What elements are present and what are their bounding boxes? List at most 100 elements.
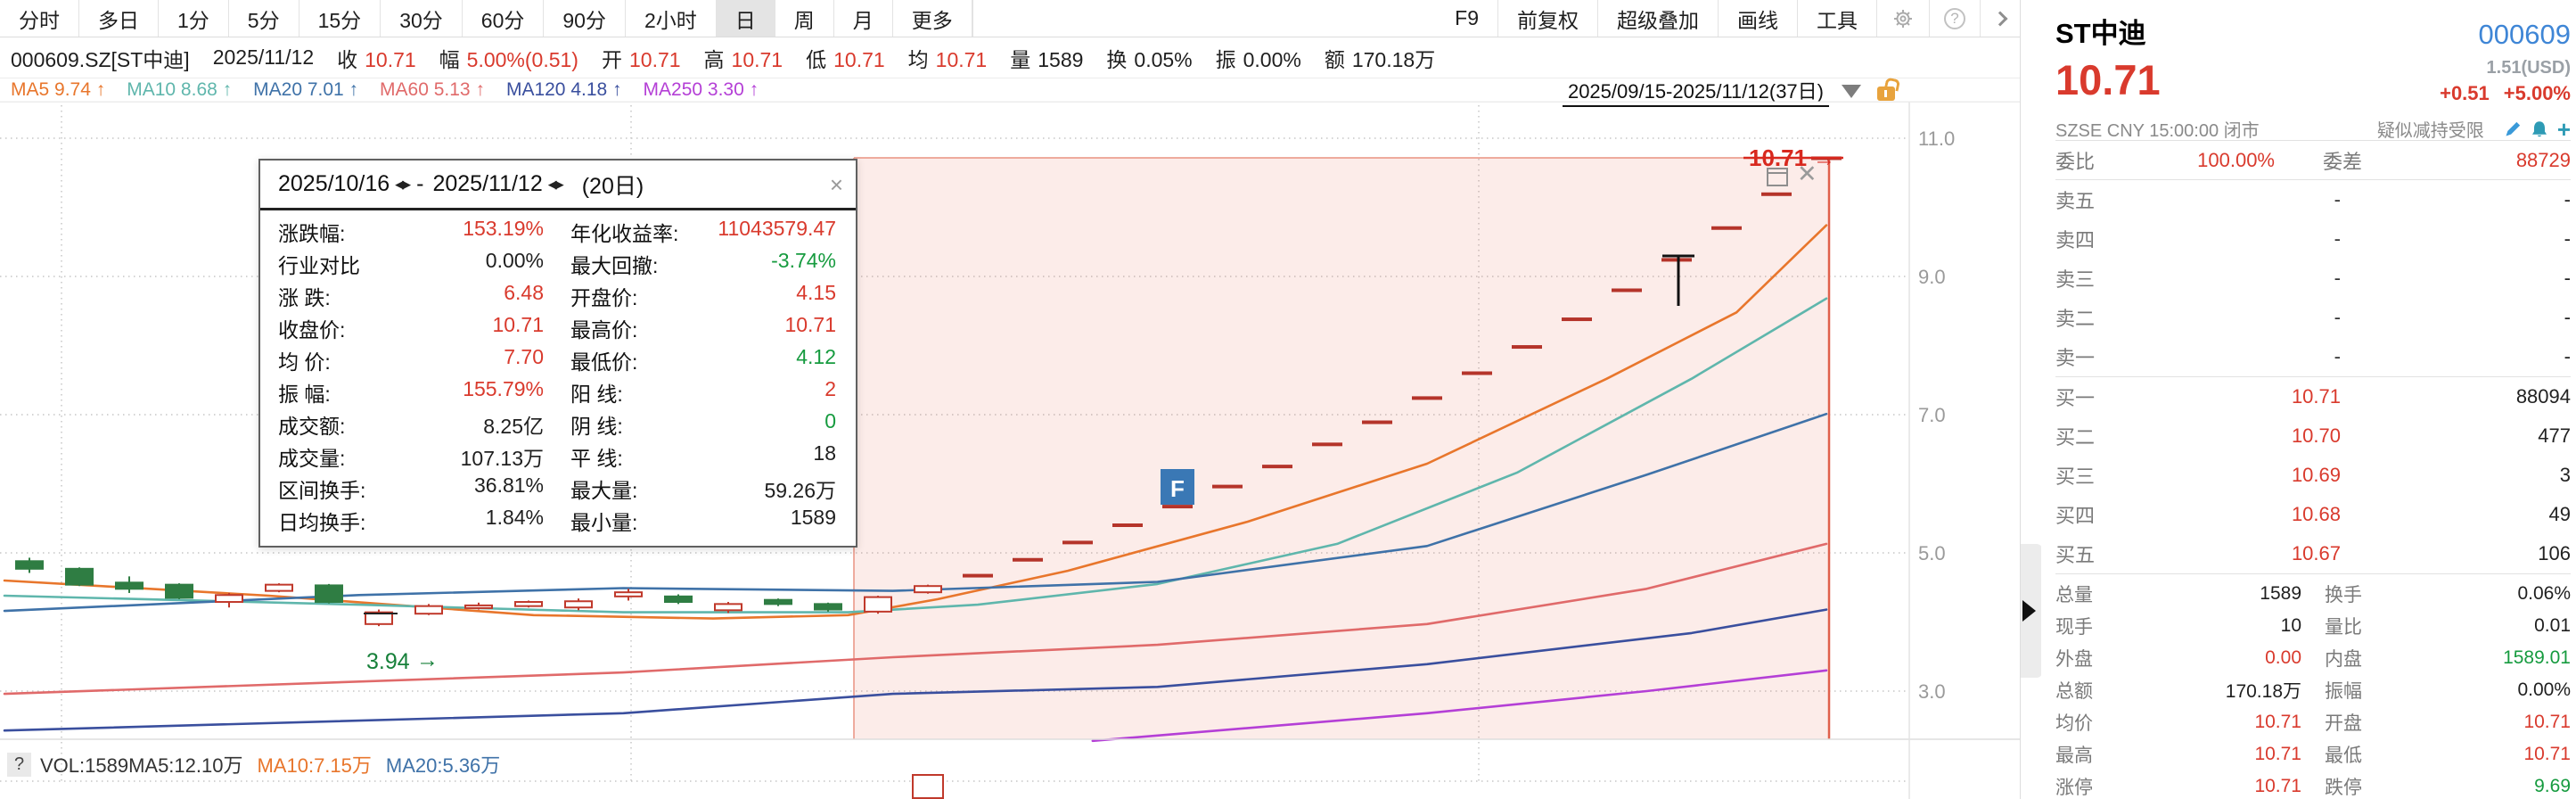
svg-text:5.0: 5.0 bbox=[1918, 542, 1946, 564]
change-abs: +0.51 bbox=[2440, 82, 2490, 104]
tab-2小时[interactable]: 2小时 bbox=[626, 0, 717, 37]
tab-分时[interactable]: 分时 bbox=[0, 0, 79, 37]
unlock-icon[interactable] bbox=[1877, 86, 1895, 101]
candlestick-chart[interactable]: 11.09.07.05.03.03.94 →F10.71 → bbox=[0, 0, 2020, 799]
svg-text:11.0: 11.0 bbox=[1918, 128, 1955, 150]
tab-5分[interactable]: 5分 bbox=[229, 0, 299, 37]
volume-indicator-row: ? VOL:1589MA5:12.10万 MA10:7.15万 MA20:5.3… bbox=[7, 750, 514, 778]
tab-日[interactable]: 日 bbox=[716, 0, 775, 37]
tool-工具[interactable]: 工具 bbox=[1798, 0, 1877, 37]
stock-code[interactable]: 000609 bbox=[2478, 19, 2571, 50]
toolbar-tabs: 分时 多日 1分 5分 15分 30分 60分 90分 2小时日周月更多 bbox=[0, 0, 972, 37]
vol-ma5-label: VOL:1589MA5:12.10万 bbox=[40, 754, 243, 777]
popup-date-separator: - bbox=[416, 171, 424, 196]
alert-bell-icon[interactable] bbox=[2531, 120, 2548, 138]
orderbook-row-买二[interactable]: 买二 10.70 477 bbox=[2055, 424, 2571, 449]
tool-画线[interactable]: 画线 bbox=[1719, 0, 1798, 37]
price-change: +0.51 +5.00% bbox=[2425, 82, 2571, 105]
start-date-stepper-icon[interactable]: ◀▶ bbox=[395, 177, 411, 191]
tab-1分[interactable]: 1分 bbox=[159, 0, 229, 37]
stat-row: 总量 1589 换手 0.06% bbox=[2055, 583, 2571, 605]
svg-text:F: F bbox=[1170, 475, 1185, 502]
orderbook-row-卖五[interactable]: 卖五 - - bbox=[2055, 188, 2571, 212]
svg-text:→: → bbox=[416, 647, 439, 672]
date-range-label[interactable]: 2025/09/15-2025/11/12(37日) bbox=[1562, 76, 1829, 107]
tool-超级叠加[interactable]: 超级叠加 bbox=[1598, 0, 1719, 37]
tab-60分[interactable]: 60分 bbox=[463, 0, 545, 37]
svg-text:→: → bbox=[1813, 146, 1835, 171]
tab-30分[interactable]: 30分 bbox=[381, 0, 463, 37]
edit-pencil-icon[interactable] bbox=[2504, 120, 2522, 138]
info-field: 均 10.71 bbox=[907, 47, 988, 71]
tab-更多[interactable]: 更多 bbox=[893, 0, 972, 37]
svg-text:3.0: 3.0 bbox=[1918, 680, 1946, 703]
tab-月[interactable]: 月 bbox=[834, 0, 893, 37]
popup-stat-row: 行业对比 0.00% 最大回撤: -3.74% bbox=[278, 249, 836, 277]
popup-start-date: 2025/10/16 bbox=[278, 171, 390, 196]
info-field: 收 10.71 bbox=[337, 47, 416, 71]
add-watchlist-icon[interactable]: + bbox=[2556, 115, 2571, 143]
popup-stat-row: 收盘价: 10.71 最高价: 10.71 bbox=[278, 313, 836, 342]
usd-price: 1.51(USD) bbox=[2486, 58, 2571, 78]
stat-row: 现手 10 量比 0.01 bbox=[2055, 615, 2571, 638]
orderbook-row-买三[interactable]: 买三 10.69 3 bbox=[2055, 464, 2571, 488]
help-icon[interactable]: ? bbox=[1930, 0, 1981, 37]
svg-text:10.71: 10.71 bbox=[1749, 144, 1807, 171]
tab-90分[interactable]: 90分 bbox=[544, 0, 626, 37]
orderbook-row-卖一[interactable]: 卖一 - - bbox=[2055, 345, 2571, 369]
panel-collapse-handle[interactable] bbox=[2021, 544, 2042, 678]
region-close-icon[interactable]: ✕ bbox=[1797, 161, 1817, 187]
tool-F9[interactable]: F9 bbox=[1436, 0, 1498, 37]
stock-name: ST中迪 bbox=[2055, 18, 2146, 49]
info-field: 开 10.71 bbox=[601, 47, 681, 71]
info-field: 幅 5.00%(0.51) bbox=[439, 47, 578, 71]
popup-stat-row: 区间换手: 36.81% 最大量: 59.26万 bbox=[278, 474, 836, 502]
orderbook-row-卖三[interactable]: 卖三 - - bbox=[2055, 267, 2571, 291]
help-glyph: ? bbox=[1944, 7, 1965, 29]
orderbook-row-卖四[interactable]: 卖四 - - bbox=[2055, 227, 2571, 251]
info-field: 000609.SZ[ST中迪] bbox=[11, 47, 190, 71]
svg-text:3.94: 3.94 bbox=[366, 649, 410, 674]
stat-row: 总额 170.18万 振幅 0.00% bbox=[2055, 680, 2571, 702]
ma-values: MA5 9.74 ↑ MA10 8.68 ↑ MA20 7.01 ↑ MA60 5.1… bbox=[11, 79, 780, 101]
info-field: 振 0.00% bbox=[1215, 47, 1301, 71]
orderbook-row-买四[interactable]: 买四 10.68 49 bbox=[2055, 503, 2571, 527]
orderbook-row-买五[interactable]: 买五 10.67 106 bbox=[2055, 542, 2571, 566]
popup-close-icon[interactable]: × bbox=[829, 171, 843, 198]
weicha-label: 委差 bbox=[2323, 150, 2363, 173]
tab-15分[interactable]: 15分 bbox=[299, 0, 381, 37]
tool-前复权[interactable]: 前复权 bbox=[1498, 0, 1598, 37]
chart-pane: 分时 多日 1分 5分 15分 30分 60分 90分 2小时日周月更多 F9 前复权 超级叠加 画线… bbox=[0, 0, 2020, 799]
tab-多日[interactable]: 多日 bbox=[79, 0, 159, 37]
toolbar-icon-group: ? bbox=[1877, 0, 2020, 37]
end-date-stepper-icon[interactable]: ◀▶ bbox=[547, 177, 564, 191]
popup-end-date: 2025/11/12 bbox=[432, 171, 543, 196]
orderbook-row-卖二[interactable]: 卖二 - - bbox=[2055, 306, 2571, 330]
popup-stat-row: 涨 跌: 6.48 开盘价: 4.15 bbox=[278, 281, 836, 309]
popup-stat-row: 振 幅: 155.79% 阳 线: 2 bbox=[278, 377, 836, 406]
change-pct: +5.00% bbox=[2503, 82, 2571, 104]
restore-window-icon[interactable] bbox=[1767, 168, 1788, 186]
range-stats-popup: 2025/10/16 ◀▶ - 2025/11/12 ◀▶ (20日) × 涨跌… bbox=[258, 159, 857, 548]
stat-row: 均价 10.71 开盘 10.71 bbox=[2055, 712, 2571, 734]
indicator-help-icon[interactable]: ? bbox=[7, 752, 31, 777]
ma-label-MA120: MA120 4.18 ↑ bbox=[505, 79, 622, 100]
info-field: 2025/11/12 bbox=[212, 45, 315, 69]
info-field: 换 0.05% bbox=[1106, 47, 1193, 71]
ask-levels: 卖五 - - 卖四 - - 卖三 - - 卖二 - - 卖一 - - bbox=[2055, 180, 2571, 377]
quote-stats: 总量 1589 换手 0.06% 现手 10 量比 0.01 外盘 0.00 内盘 1589.01 总额… bbox=[2055, 574, 2571, 799]
tab-周[interactable]: 周 bbox=[775, 0, 834, 37]
info-field: 高 10.71 bbox=[703, 47, 783, 71]
caret-down-icon[interactable] bbox=[1842, 84, 1861, 98]
popup-stat-row: 成交额: 8.25亿阴 线: 0 bbox=[278, 409, 836, 438]
toolbar: 分时 多日 1分 5分 15分 30分 60分 90分 2小时日周月更多 F9 前复权 超级叠加 画线… bbox=[0, 0, 2020, 37]
settings-gear-icon[interactable] bbox=[1877, 0, 1930, 37]
weibi-value: 100.00% bbox=[2197, 148, 2275, 171]
orderbook-row-买一[interactable]: 买一 10.71 88094 bbox=[2055, 385, 2571, 409]
popup-stat-row: 日均换手: 1.84% 最小量: 1589 bbox=[278, 506, 836, 534]
info-line: 000609.SZ[ST中迪] 2025/11/12 收 10.71 幅 5.00%(0.… bbox=[0, 38, 2020, 77]
ma-label-MA5: MA5 9.74 ↑ bbox=[11, 79, 106, 100]
info-field: 额 170.18万 bbox=[1324, 47, 1436, 71]
popup-days-count: (20日) bbox=[581, 173, 644, 199]
